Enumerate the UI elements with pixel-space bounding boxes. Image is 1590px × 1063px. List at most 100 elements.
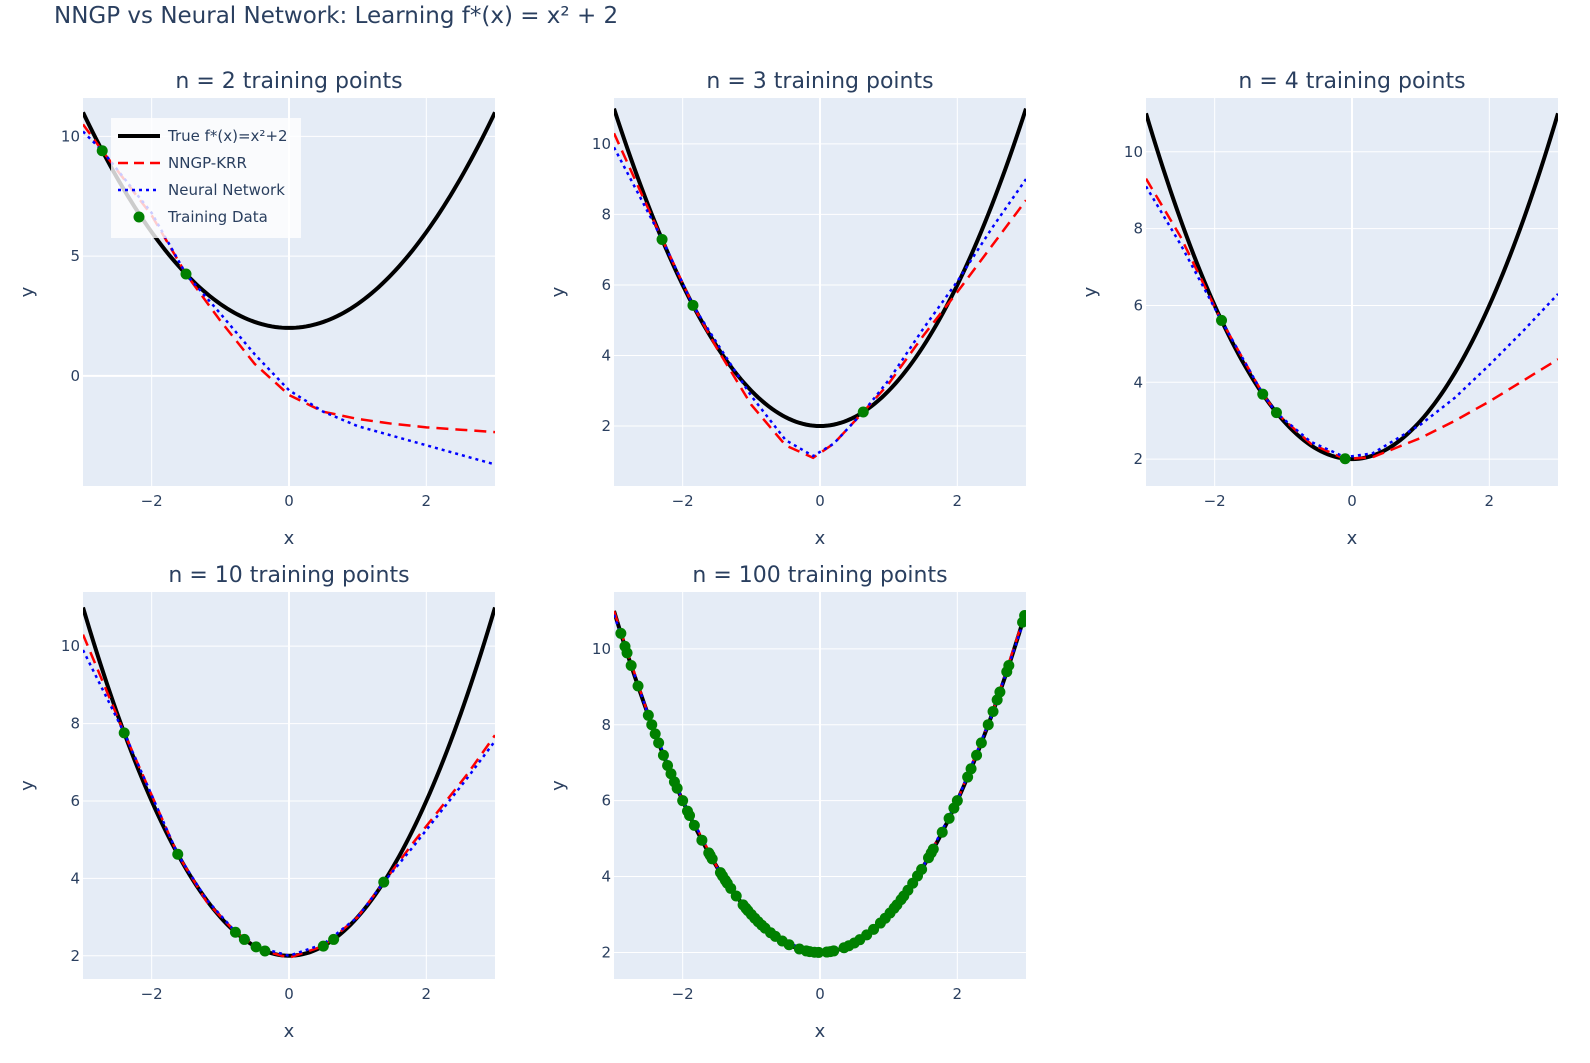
x-tick-label: 2	[1485, 492, 1495, 510]
x-tick-label: −2	[141, 492, 163, 510]
x-tick-label: −2	[672, 985, 694, 1003]
training-point	[994, 686, 1006, 698]
subplot-5: −2 0 2 2 4 6 8 10 n = 100 training points x y	[548, 563, 1026, 1042]
training-point	[317, 940, 329, 952]
y-tick-label: 8	[601, 716, 611, 734]
training-point	[180, 268, 192, 280]
training-point	[642, 709, 654, 721]
training-point	[646, 719, 658, 731]
y-tick-label: 0	[70, 367, 80, 385]
training-point	[96, 145, 108, 157]
training-point	[725, 882, 737, 894]
y-tick-label: 6	[601, 276, 611, 294]
legend: True f*(x)=x²+2 NNGP-KRR Neural Network Tra…	[111, 118, 301, 238]
training-point	[987, 705, 999, 717]
training-point	[1339, 453, 1351, 465]
neural-network-line	[83, 649, 495, 958]
y-tick-label: 10	[61, 127, 80, 145]
training-point	[927, 843, 939, 855]
training-point	[971, 749, 983, 761]
training-point	[706, 853, 718, 865]
training-point	[688, 819, 700, 831]
true-function-line	[83, 606, 495, 958]
nngp-krr-line	[83, 634, 495, 960]
subplot-title: n = 4 training points	[1238, 69, 1465, 94]
training-point	[615, 627, 627, 639]
training-point	[632, 680, 644, 692]
x-axis-label: x	[815, 1021, 826, 1042]
y-tick-label: 2	[1133, 450, 1143, 468]
x-tick-label: 0	[1347, 492, 1357, 510]
y-tick-label: 8	[1133, 220, 1143, 238]
training-point	[962, 771, 974, 783]
y-tick-label: 5	[70, 247, 80, 265]
x-tick-label: 2	[953, 985, 963, 1003]
training-point	[1019, 610, 1026, 622]
x-tick-label: −2	[141, 985, 163, 1003]
y-tick-label: 2	[70, 947, 80, 965]
subplot-title: n = 3 training points	[706, 69, 933, 94]
training-point	[621, 647, 633, 659]
training-point	[657, 749, 669, 761]
y-tick-label: 6	[1133, 296, 1143, 314]
y-axis-label: y	[1080, 286, 1101, 297]
legend-entry-label: True f*(x)=x²+2	[167, 127, 288, 145]
y-axis-label: y	[17, 286, 38, 297]
training-point	[1003, 660, 1015, 672]
y-axis-label: y	[548, 286, 569, 297]
training-point	[943, 812, 955, 824]
training-point	[625, 660, 637, 672]
y-tick-label: 2	[601, 943, 611, 961]
training-point	[229, 926, 241, 938]
training-point	[1270, 407, 1282, 419]
training-point	[328, 933, 340, 945]
x-tick-label: 2	[422, 985, 432, 1003]
y-tick-label: 2	[601, 417, 611, 435]
training-point	[828, 945, 840, 957]
subplot-title: n = 10 training points	[168, 563, 409, 588]
training-point	[936, 826, 948, 838]
training-point	[684, 809, 696, 821]
y-tick-label: 10	[61, 637, 80, 655]
training-point	[656, 233, 668, 245]
y-tick-label: 4	[70, 869, 80, 887]
training-point	[1257, 388, 1269, 400]
y-tick-label: 10	[592, 135, 611, 153]
training-point	[671, 782, 683, 794]
training-point	[730, 890, 742, 902]
x-tick-label: 0	[815, 985, 825, 1003]
training-point	[118, 727, 130, 739]
y-tick-label: 10	[1124, 143, 1143, 161]
training-point	[916, 863, 928, 875]
x-axis-label: x	[284, 528, 295, 549]
training-point	[1216, 314, 1228, 326]
y-tick-label: 4	[1133, 373, 1143, 391]
training-point	[653, 737, 665, 749]
training-point	[975, 737, 987, 749]
training-point	[172, 848, 184, 860]
subplot-title: n = 2 training points	[175, 69, 402, 94]
training-point	[982, 719, 994, 731]
x-axis-label: x	[815, 528, 826, 549]
y-tick-label: 6	[70, 792, 80, 810]
y-tick-label: 4	[601, 868, 611, 886]
subplot-title: n = 100 training points	[692, 563, 947, 588]
training-point	[965, 763, 977, 775]
y-tick-label: 10	[592, 640, 611, 658]
x-tick-label: 0	[284, 985, 294, 1003]
training-point	[687, 299, 699, 311]
training-point	[250, 941, 262, 953]
subplot-2: −2 0 2 2 4 6 8 10 n = 3 training points x y	[548, 69, 1026, 549]
x-tick-label: −2	[1204, 492, 1226, 510]
legend-swatch-training-data	[133, 211, 145, 223]
y-axis-label: y	[548, 780, 569, 791]
x-tick-label: −2	[672, 492, 694, 510]
y-tick-label: 8	[70, 715, 80, 733]
legend-entry-label: Training Data	[167, 208, 268, 226]
training-point	[649, 728, 661, 740]
figure-title: NNGP vs Neural Network: Learning f*(x) =…	[54, 3, 619, 29]
training-point	[857, 406, 869, 418]
training-point	[662, 759, 674, 771]
training-point	[783, 939, 795, 951]
